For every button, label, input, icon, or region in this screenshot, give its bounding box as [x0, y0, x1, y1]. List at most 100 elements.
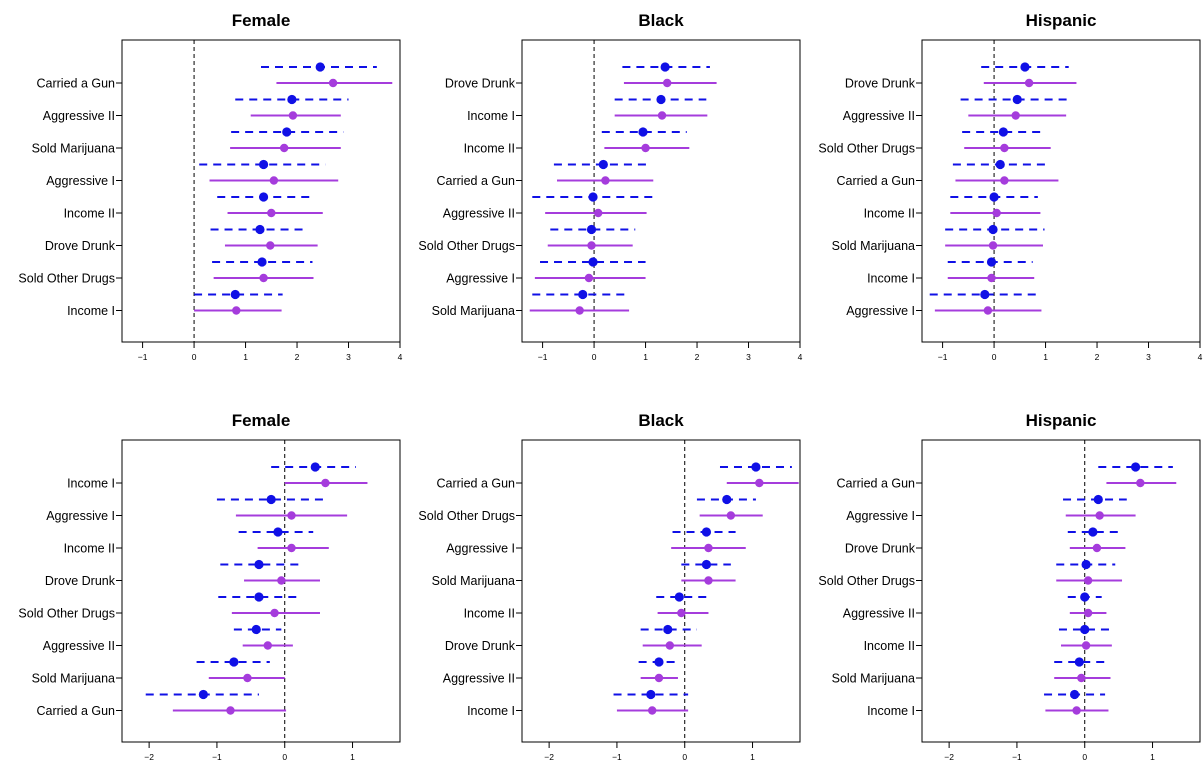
- category-label: Sold Other Drugs: [818, 142, 915, 156]
- estimate-point-solid: [232, 306, 241, 315]
- category-label: Sold Other Drugs: [18, 607, 115, 621]
- estimate-point-dashed: [1069, 689, 1080, 700]
- estimate-point-solid: [677, 608, 686, 618]
- forest-panel: Hispanic −1 0 1 2 3 4 Drove Drunk Aggressive II S…: [818, 11, 1202, 362]
- estimate-point-solid: [657, 111, 667, 120]
- estimate-point-dashed: [273, 527, 283, 537]
- estimate-point-solid: [1095, 511, 1104, 520]
- category-label: Sold Marijuana: [32, 672, 115, 686]
- category-label: Aggressive II: [843, 607, 915, 621]
- x-tick-label: 0: [1082, 752, 1087, 762]
- panel-title: Hispanic: [1026, 11, 1097, 30]
- forest-panel: Black −1 0 1 2 3 4 Drove Drunk Income I Income II…: [418, 11, 802, 362]
- category-label: Carried a Gun: [36, 704, 115, 718]
- category-label: Income I: [467, 704, 515, 718]
- category-label: Sold Marijuana: [32, 142, 115, 156]
- category-label: Drove Drunk: [445, 77, 516, 91]
- estimate-point-dashed: [646, 689, 656, 700]
- x-tick-label: 2: [1095, 352, 1100, 362]
- category-label: Sold Marijuana: [432, 574, 515, 588]
- estimate-point-solid: [647, 706, 657, 715]
- estimate-point-solid: [1136, 478, 1145, 488]
- estimate-point-solid: [287, 543, 296, 553]
- plot-frame: [521, 39, 801, 343]
- x-tick-label: −1: [938, 352, 948, 362]
- estimate-point-solid: [288, 111, 298, 120]
- estimate-point-dashed: [986, 257, 997, 267]
- estimate-point-dashed: [588, 192, 598, 202]
- estimate-point-dashed: [701, 559, 712, 570]
- estimate-point-dashed: [1080, 624, 1090, 635]
- estimate-point-dashed: [1093, 494, 1103, 505]
- estimate-point-solid: [992, 208, 1001, 218]
- category-label: Carried a Gun: [436, 477, 515, 491]
- estimate-point-dashed: [701, 527, 712, 537]
- estimate-point-dashed: [282, 127, 292, 137]
- category-label: Sold Other Drugs: [818, 574, 915, 588]
- x-tick-label: 1: [1150, 752, 1155, 762]
- x-tick-label: −2: [944, 752, 954, 762]
- x-tick-label: −1: [212, 752, 222, 762]
- estimate-point-solid: [601, 176, 610, 185]
- estimate-point-solid: [321, 478, 330, 488]
- forest-panel: Female −1 0 1 2 3 4 Carried a Gun Aggressive II S…: [18, 11, 402, 362]
- category-label: Income I: [867, 704, 915, 718]
- category-label: Sold Other Drugs: [418, 509, 515, 523]
- estimate-point-dashed: [638, 127, 648, 137]
- estimate-point-dashed: [198, 689, 208, 700]
- plot-frame: [921, 39, 1201, 343]
- x-tick-label: 1: [750, 752, 755, 762]
- estimate-point-solid: [270, 608, 279, 618]
- estimate-point-dashed: [251, 624, 261, 635]
- forest-panel: Black −2 −1 0 1 Carried a Gun Sold Other Drugs…: [418, 411, 801, 762]
- category-label: Carried a Gun: [836, 174, 915, 188]
- category-label: Income I: [67, 477, 115, 491]
- estimate-point-solid: [1083, 576, 1093, 585]
- estimate-point-solid: [654, 673, 664, 683]
- category-label: Aggressive I: [446, 542, 515, 556]
- category-label: Aggressive I: [446, 272, 515, 286]
- estimate-point-solid: [1024, 78, 1034, 88]
- estimate-point-dashed: [588, 257, 598, 267]
- estimate-point-dashed: [586, 224, 597, 235]
- panel-title: Black: [638, 411, 684, 430]
- x-tick-label: 0: [682, 752, 687, 762]
- estimate-point-dashed: [980, 289, 990, 300]
- estimate-point-solid: [584, 273, 594, 283]
- estimate-point-solid: [1072, 706, 1081, 715]
- estimate-point-dashed: [255, 224, 265, 235]
- estimate-point-dashed: [1012, 94, 1022, 105]
- category-label: Drove Drunk: [445, 639, 516, 653]
- estimate-point-dashed: [660, 62, 670, 72]
- x-tick-label: 0: [992, 352, 997, 362]
- estimate-point-solid: [1077, 673, 1086, 683]
- estimate-point-solid: [267, 208, 276, 218]
- x-tick-label: 0: [592, 352, 597, 362]
- x-tick-label: 4: [798, 352, 803, 362]
- estimate-point-dashed: [1081, 559, 1091, 570]
- estimate-point-dashed: [1088, 527, 1098, 537]
- estimate-point-dashed: [229, 657, 239, 667]
- category-label: Income I: [467, 109, 515, 123]
- category-label: Sold Marijuana: [432, 304, 515, 318]
- estimate-point-solid: [243, 673, 252, 683]
- category-label: Aggressive II: [43, 109, 115, 123]
- estimate-point-solid: [575, 306, 584, 315]
- x-tick-label: 1: [643, 352, 648, 362]
- estimate-point-solid: [277, 576, 286, 585]
- category-label: Carried a Gun: [836, 477, 915, 491]
- estimate-point-dashed: [988, 224, 998, 235]
- category-label: Income II: [64, 207, 115, 221]
- estimate-point-dashed: [751, 462, 761, 472]
- category-label: Aggressive I: [846, 509, 915, 523]
- category-label: Aggressive I: [46, 509, 115, 523]
- estimate-point-dashed: [230, 289, 240, 300]
- estimate-point-dashed: [1130, 462, 1141, 472]
- estimate-point-solid: [266, 241, 275, 250]
- category-label: Drove Drunk: [45, 574, 116, 588]
- panel-title: Female: [232, 411, 291, 430]
- category-label: Sold Other Drugs: [18, 272, 115, 286]
- estimate-point-solid: [641, 143, 650, 153]
- x-tick-label: 3: [1146, 352, 1151, 362]
- estimate-point-dashed: [310, 462, 320, 472]
